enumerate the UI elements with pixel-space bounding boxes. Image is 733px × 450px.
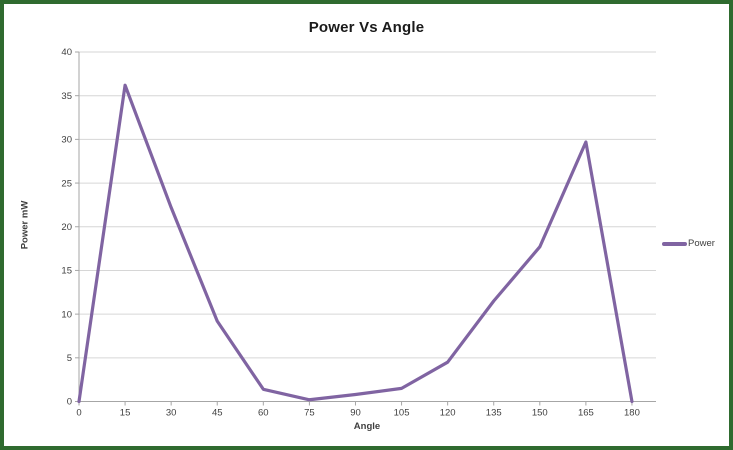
- y-axis-title: Power mW: [19, 200, 31, 250]
- legend-label: Power: [688, 238, 715, 249]
- y-tick-label: 15: [61, 266, 72, 277]
- y-tick-label: 40: [61, 47, 72, 58]
- y-tick-label: 30: [61, 135, 72, 146]
- legend-swatch-power-line: [662, 241, 687, 246]
- series-line-power: [77, 83, 634, 404]
- x-tick-label: 105: [394, 408, 410, 419]
- y-tick-label: 20: [61, 222, 72, 233]
- x-tick-label: 45: [212, 408, 223, 419]
- x-tick-label: 15: [120, 408, 131, 419]
- y-tick-label: 0: [67, 397, 72, 408]
- x-tick-label: 180: [624, 408, 640, 419]
- plot-area: 0 5 10 15 20 25 30 35 40 0 15 30 45 60 75 90 105 120 135 15…: [61, 47, 656, 419]
- x-tick-label: 120: [440, 408, 456, 419]
- y-tick-label: 25: [61, 178, 72, 189]
- y-tick-label: 35: [61, 91, 72, 102]
- x-tick-label: 165: [578, 408, 594, 419]
- y-tick-label: 10: [61, 309, 72, 320]
- x-tick-label: 0: [76, 408, 81, 419]
- x-tick-label: 90: [350, 408, 361, 419]
- x-tick-label: 150: [532, 408, 548, 419]
- x-axis-title: Angle: [353, 421, 381, 432]
- y-tick-label: 5: [67, 353, 72, 364]
- chart-title: Power Vs Angle: [308, 19, 425, 36]
- x-tick-label: 30: [166, 408, 177, 419]
- legend: Power: [662, 238, 715, 249]
- x-tick-label: 60: [258, 408, 269, 419]
- x-tick-label: 75: [304, 408, 315, 419]
- x-tick-label: 135: [486, 408, 502, 419]
